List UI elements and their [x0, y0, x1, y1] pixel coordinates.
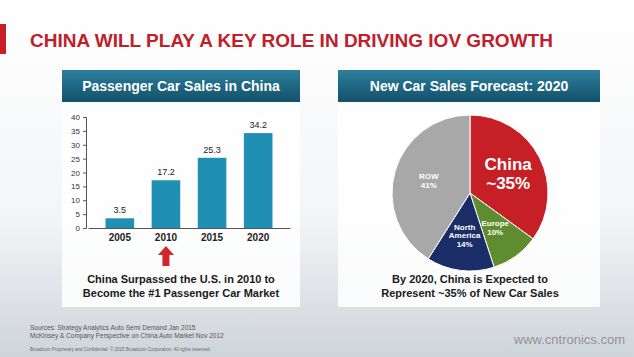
tick-mark: [83, 186, 86, 187]
bar: [244, 133, 273, 228]
tick-label: 25: [71, 155, 80, 164]
annotation: China Surpassed the U.S. in 2010 to: [87, 273, 275, 285]
tick: 10: [71, 196, 86, 205]
annotation: Become the #1 Passenger Car Market: [83, 287, 280, 299]
chart-title: Passenger Car Sales in China: [82, 78, 280, 94]
bar: [106, 218, 135, 228]
background: [0, 0, 634, 357]
tick-label: 30: [71, 141, 80, 150]
tick-mark: [83, 200, 86, 201]
slice-label-part: America: [449, 231, 481, 240]
tick-label: 15: [71, 182, 80, 191]
x-axis: 2005 2010 2015 2020: [89, 228, 291, 243]
data-label: 14%: [457, 240, 473, 249]
data-label: 10%: [487, 228, 503, 237]
tick-mark: [83, 214, 86, 215]
tick-label: 10: [71, 196, 80, 205]
data-label: 34.2: [249, 120, 267, 130]
footer: Broadcom Proprietary and Confidential. ©…: [30, 346, 211, 352]
watermark: www.cntronics.com: [513, 332, 625, 347]
annotation: Represent ~35% of New Car Sales: [381, 287, 559, 299]
tick: 2020: [247, 228, 270, 243]
tick-label: 20: [71, 169, 80, 178]
tick: 20: [71, 169, 86, 178]
source: McKinsey & Company Perspective on China …: [30, 332, 224, 340]
data-label: 41%: [421, 181, 437, 190]
tick-label: 40: [71, 113, 80, 122]
slice-label-part: ROW: [419, 172, 439, 181]
panel-header: [338, 70, 600, 102]
tick-label: 35: [71, 127, 80, 136]
tick-mark: [83, 228, 86, 229]
data-label: ~35%: [486, 174, 530, 193]
tick: 0: [76, 224, 86, 233]
tick-mark: [83, 145, 86, 146]
annotation: By 2020, China is Expected to: [392, 273, 548, 285]
tick: 40: [71, 113, 86, 122]
slice-label: China: [485, 155, 533, 174]
slice-label: ROW: [419, 172, 439, 181]
pie: China~35% Europe10% NorthAmerica14% ROW41%: [392, 115, 548, 271]
panel: [62, 102, 300, 307]
bars: [106, 133, 273, 228]
slice-label: Europe: [481, 219, 509, 228]
data-label: 3.5: [114, 205, 127, 215]
axis-line: [83, 118, 87, 229]
tick-mark: [83, 117, 86, 118]
slice-label-part: Europe: [481, 219, 509, 228]
slice-label-part: North: [454, 223, 475, 232]
tick: 5: [76, 210, 86, 219]
tick-label: 2020: [247, 232, 270, 243]
chart-title: New Car Sales Forecast: 2020: [370, 78, 569, 94]
tick: 2010: [155, 228, 178, 243]
tick: 35: [71, 127, 86, 136]
data-label: 17.2: [157, 167, 175, 177]
slice-label-part: China: [485, 155, 533, 174]
tick-label: 5: [76, 210, 81, 219]
bar: [152, 180, 181, 228]
slide: CHINA WILL PLAY A KEY ROLE IN DRIVING IO…: [0, 0, 634, 357]
source: Sources: Strategy Analytics Auto Semi De…: [30, 324, 196, 332]
slice-label: NorthAmerica: [449, 223, 481, 241]
panel-header: [62, 70, 300, 102]
data-label: 25.3: [203, 145, 221, 155]
tick-mark: [83, 173, 86, 174]
tick: 2015: [201, 228, 224, 243]
y-axis: 0 5 10 15 20 25 30 35 40: [71, 113, 86, 233]
axis-line: [89, 228, 291, 229]
tick-label: 2010: [155, 232, 178, 243]
slice: [470, 115, 548, 239]
tick-label: 2005: [109, 232, 132, 243]
title-bar: [0, 24, 6, 54]
tick-label: 2015: [201, 232, 224, 243]
arrow: [158, 246, 174, 266]
tick: 25: [71, 155, 86, 164]
slide-title: CHINA WILL PLAY A KEY ROLE IN DRIVING IO…: [30, 30, 553, 51]
tick-mark: [83, 131, 86, 132]
tick-mark: [83, 159, 86, 160]
panel: [338, 102, 600, 307]
tick: 30: [71, 141, 86, 150]
tick-label: 0: [76, 224, 81, 233]
tick: 2005: [109, 228, 132, 243]
tick: 15: [71, 182, 86, 191]
bar: [198, 158, 227, 228]
